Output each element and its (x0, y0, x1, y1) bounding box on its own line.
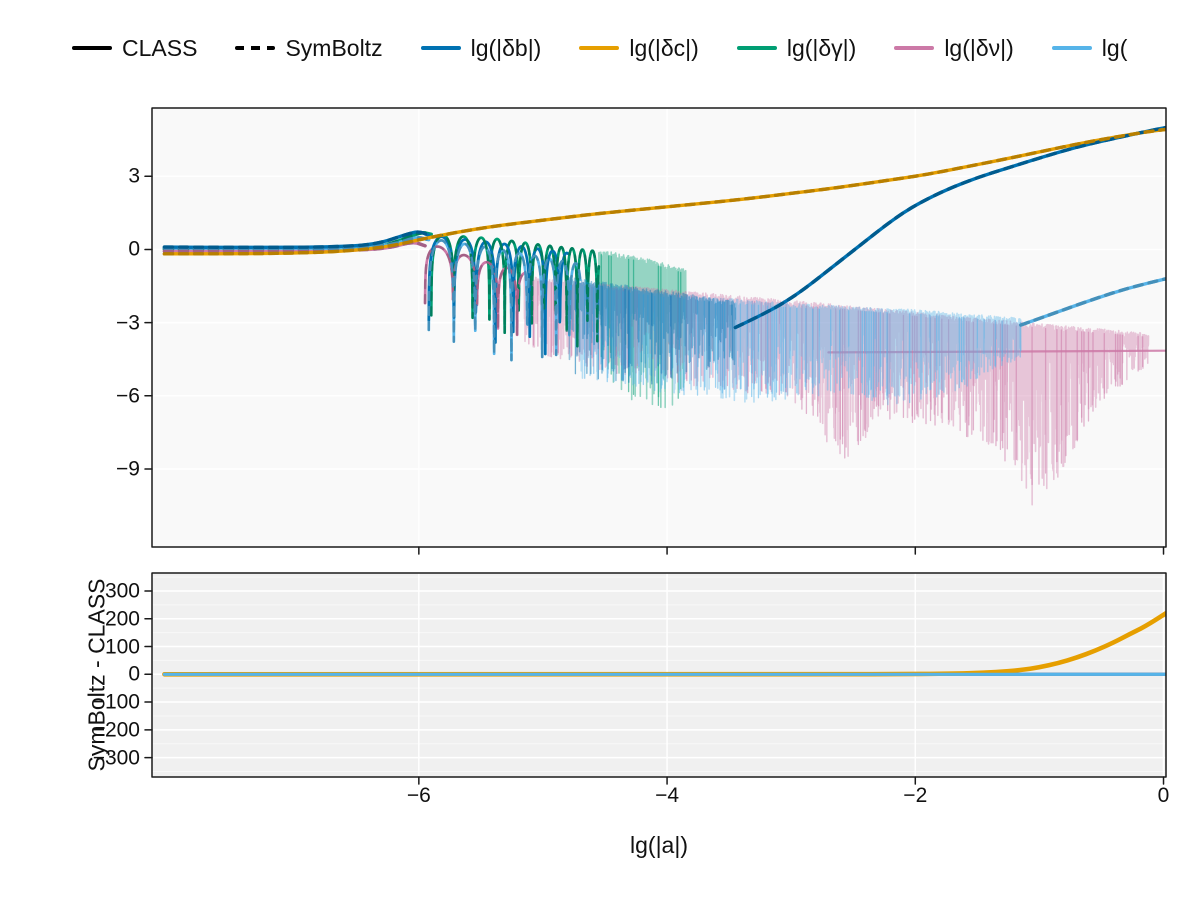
legend-label: lg(|δγ|) (786, 34, 857, 61)
legend-label: SymBoltz (285, 34, 383, 61)
line-swatch-icon (894, 46, 935, 50)
legend-item-delta-b: lg(|δb|) (420, 34, 542, 62)
legend-label: lg(|δν|) (944, 34, 1014, 61)
legend: CLASS SymBoltz lg(|δb|) lg(|δc|) lg(|δγ|) lg(… (0, 28, 1200, 68)
legend-item-delta-gamma: lg(|δγ|) (736, 34, 857, 62)
legend-label: CLASS (122, 34, 198, 61)
line-swatch-icon (736, 46, 777, 50)
legend-label: lg(|δc|) (629, 34, 699, 61)
line-swatch-icon (1051, 46, 1092, 50)
legend-item-delta-5: lg( (1051, 34, 1128, 62)
legend-item-class: CLASS (72, 35, 197, 62)
legend-item-delta-nu: lg(|δν|) (894, 34, 1014, 62)
legend-item-symboltz: SymBoltz (235, 34, 383, 62)
line-swatch-icon (420, 46, 461, 50)
legend-item-delta-c: lg(|δc|) (579, 34, 699, 62)
line-swatch-icon (579, 46, 620, 50)
legend-label: lg(|δb|) (470, 34, 542, 61)
line-swatch-icon (72, 46, 112, 50)
legend-label: lg( (1101, 34, 1128, 61)
dashed-line-swatch-icon (235, 46, 276, 50)
